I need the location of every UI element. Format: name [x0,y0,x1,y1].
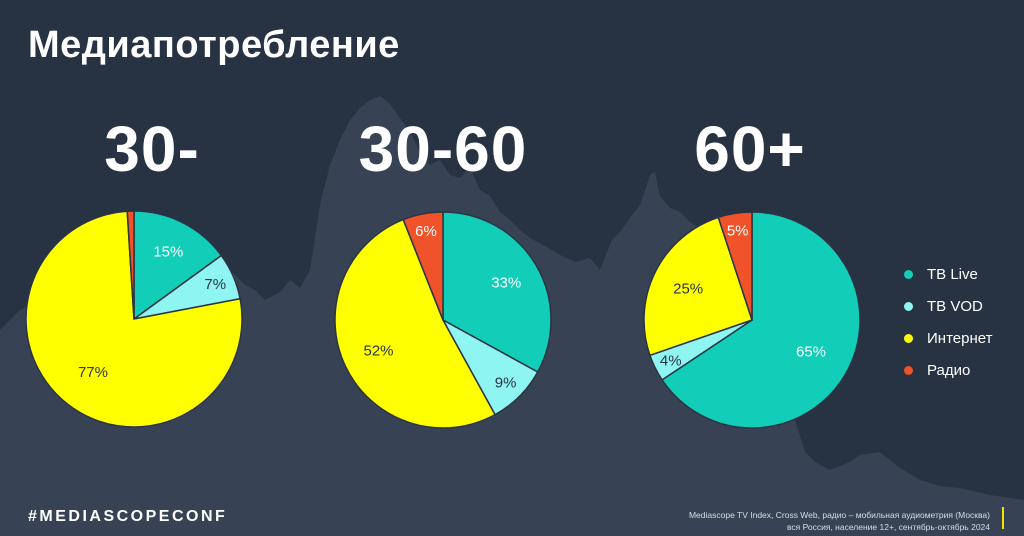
pie-data-label: 4% [660,352,682,369]
source-line-1: Mediascope TV Index, Cross Web, радио – … [688,510,990,520]
pie-slice-интернет [25,210,243,428]
legend-label: ТВ VOD [927,297,983,315]
legend-swatch [904,333,913,343]
legend-swatch [904,365,913,375]
legend-item-tv-vod: ТВ VOD [904,290,992,322]
group-label-under-30: 30- [104,113,200,185]
legend-label: Радио [927,361,971,379]
pie-slice-интернет [643,216,753,357]
pie-slice-радио [717,211,753,321]
group-label-30-60: 30-60 [358,113,528,185]
hashtag: #MEDIASCOPECONF [28,508,228,525]
source-line-2: вся Россия, население 12+, сентябрь-октя… [786,522,990,532]
pie-slice-тв-live [442,211,552,374]
pie-slice-тв-live [661,211,861,429]
pie-data-label: 6% [415,223,437,240]
legend-item-radio: Радио [904,354,992,386]
pie-slice-радио [402,211,444,321]
source-accent-bar [1002,507,1004,529]
pie-data-label: 9% [495,375,517,392]
pie-slice-интернет [334,218,497,429]
legend: ТВ Live ТВ VOD Интернет Радио [904,258,992,386]
pie-data-label: 77% [78,364,108,381]
pie-data-label: 7% [204,276,226,293]
pie-data-label: 15% [153,244,183,261]
pie-data-label: 65% [796,344,826,361]
pie-data-label: 33% [491,275,521,292]
pie-data-label: 25% [673,280,703,297]
pie-data-label: 52% [363,342,393,359]
legend-label: Интернет [927,329,993,347]
pie-data-label: 5% [727,222,749,239]
legend-label: ТВ Live [927,265,978,283]
source-note: Mediascope TV Index, Cross Web, радио – … [689,509,990,533]
legend-item-tv-live: ТВ Live [904,258,992,290]
page-title: Медиапотребление [28,24,400,66]
pie-slice-радио [126,210,135,320]
legend-swatch [904,269,913,279]
group-label-60-plus: 60+ [694,113,806,185]
legend-swatch [904,301,913,311]
pie-slice-тв-live [133,210,223,321]
legend-item-internet: Интернет [904,322,992,354]
